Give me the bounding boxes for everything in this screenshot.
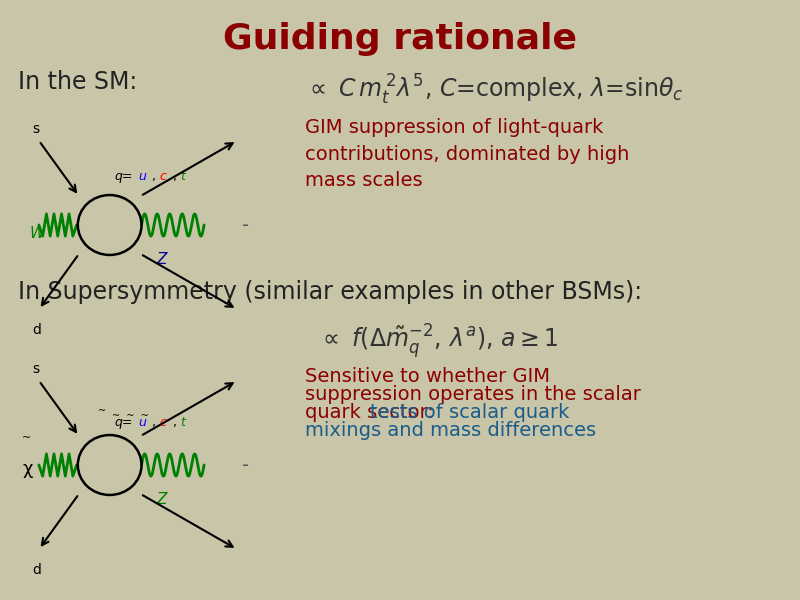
Text: s: s xyxy=(32,122,39,136)
Text: In the SM:: In the SM: xyxy=(18,70,138,94)
Text: c: c xyxy=(159,170,166,183)
Text: quark sector:: quark sector: xyxy=(305,403,440,422)
Text: t: t xyxy=(181,170,186,183)
Text: t: t xyxy=(181,416,186,430)
Text: Z: Z xyxy=(156,251,167,266)
Text: Guiding rationale: Guiding rationale xyxy=(223,22,577,56)
Text: χ: χ xyxy=(22,460,33,478)
Text: GIM suppression of light-quark
contributions, dominated by high
mass scales: GIM suppression of light-quark contribut… xyxy=(305,118,630,190)
Text: u: u xyxy=(138,170,146,183)
Text: ~: ~ xyxy=(22,433,32,443)
Text: -: - xyxy=(242,215,249,235)
Text: d: d xyxy=(32,563,41,577)
Text: tests of scalar quark: tests of scalar quark xyxy=(370,403,570,422)
Text: Z: Z xyxy=(156,491,167,506)
Text: W: W xyxy=(30,226,45,241)
Text: suppression operates in the scalar: suppression operates in the scalar xyxy=(305,385,641,404)
Text: u: u xyxy=(138,416,146,430)
Text: ,: , xyxy=(152,170,156,183)
Text: ,: , xyxy=(152,416,156,430)
Text: q=: q= xyxy=(114,170,133,183)
Text: -: - xyxy=(242,455,249,475)
Text: s: s xyxy=(32,362,39,376)
Text: Sensitive to whether GIM: Sensitive to whether GIM xyxy=(305,367,550,386)
Text: d: d xyxy=(32,323,41,337)
Text: In Supersymmetry (similar examples in other BSMs):: In Supersymmetry (similar examples in ot… xyxy=(18,280,642,304)
Text: q=: q= xyxy=(114,416,133,430)
Text: $\propto$ $C\,m_t^{\,2}\lambda^5$, $C$=complex, $\lambda$=sin$\theta_c$: $\propto$ $C\,m_t^{\,2}\lambda^5$, $C$=c… xyxy=(305,73,684,107)
Text: c: c xyxy=(159,416,166,430)
Text: ,: , xyxy=(174,170,178,183)
Text: ~  ~  ~: ~ ~ ~ xyxy=(112,410,149,421)
Text: mixings and mass differences: mixings and mass differences xyxy=(305,421,596,440)
Text: $\propto$ $f(\Delta\tilde{m}_q^{-2},\,\lambda^a)$, $a{\geq}1$: $\propto$ $f(\Delta\tilde{m}_q^{-2},\,\l… xyxy=(318,322,558,361)
Text: ,: , xyxy=(174,416,178,430)
Text: ~: ~ xyxy=(98,406,106,416)
